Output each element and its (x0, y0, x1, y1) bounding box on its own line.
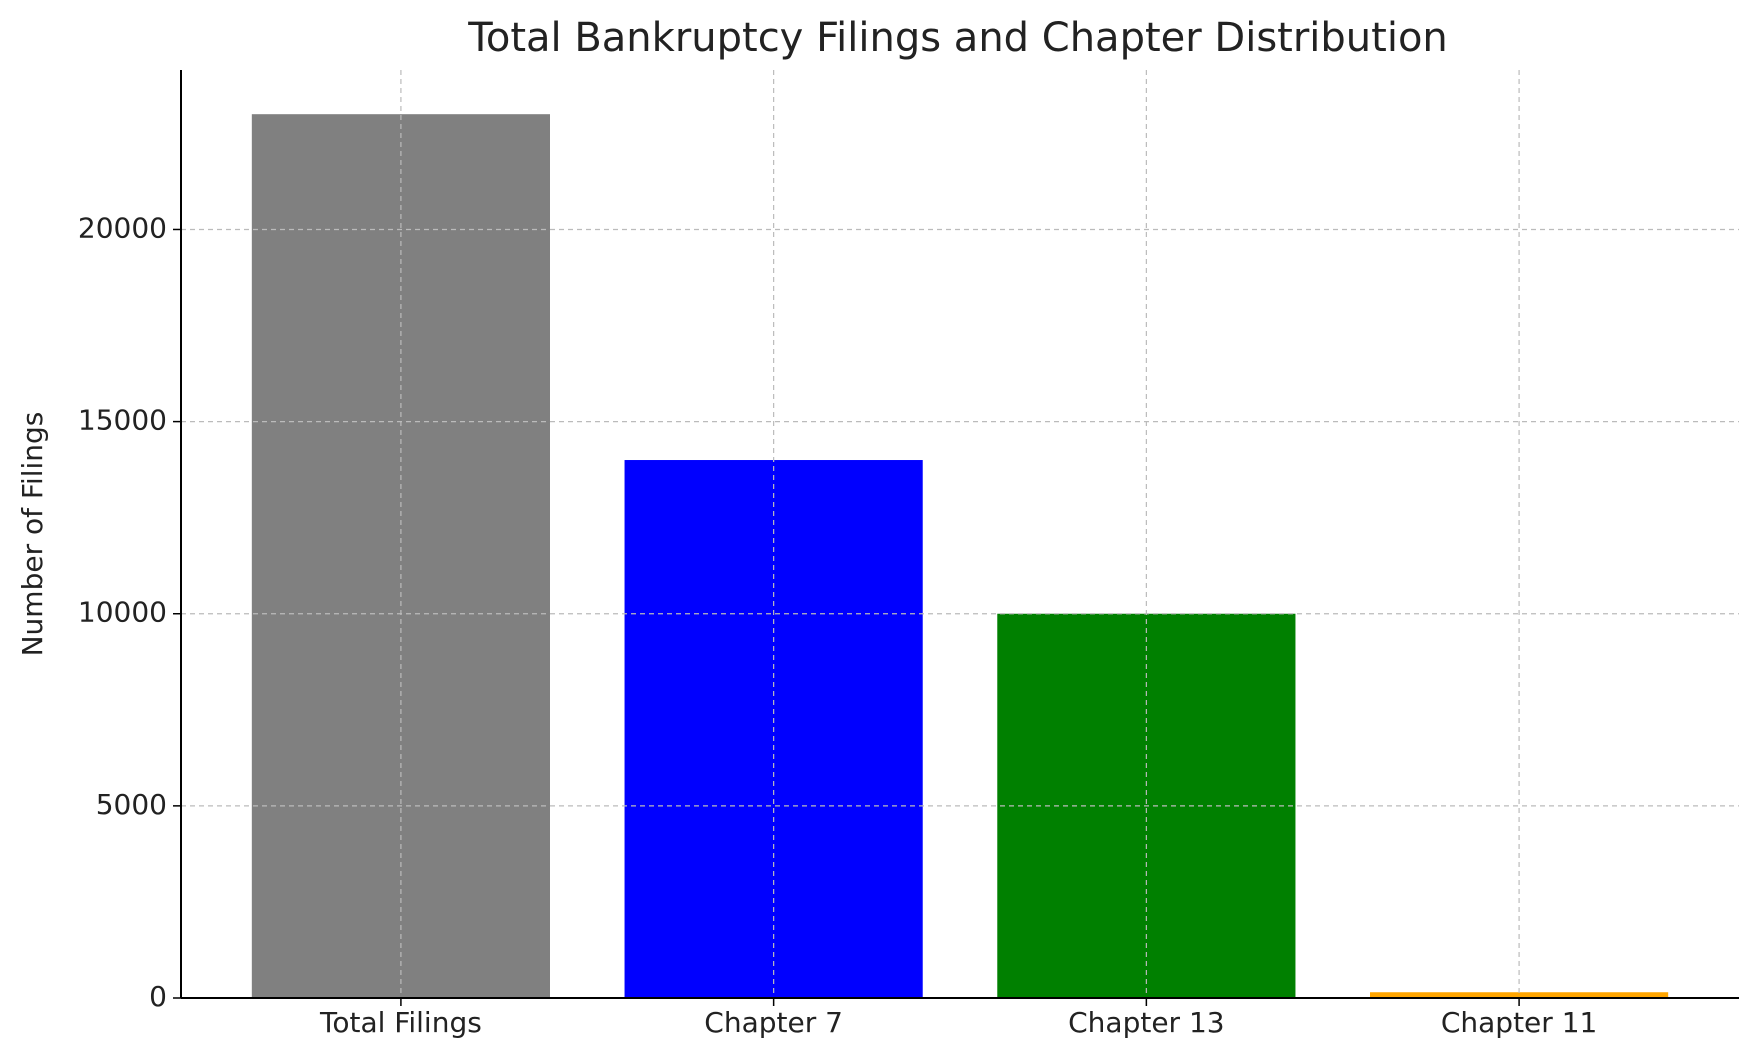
x-tick-label: Chapter 7 (704, 1006, 843, 1039)
x-tick-label: Chapter 11 (1441, 1006, 1597, 1039)
bar (1370, 992, 1669, 998)
y-tick-label: 0 (149, 980, 167, 1013)
y-tick-label: 10000 (78, 596, 167, 629)
y-tick-label: 15000 (78, 404, 167, 437)
y-tick-label: 5000 (96, 788, 167, 821)
y-tick-label: 20000 (78, 211, 167, 244)
chart-title: Total Bankruptcy Filings and Chapter Dis… (467, 15, 1448, 61)
x-tick-label: Chapter 13 (1068, 1006, 1224, 1039)
x-tick-label: Total Filings (319, 1006, 482, 1039)
y-axis-label: Number of Filings (16, 412, 49, 657)
